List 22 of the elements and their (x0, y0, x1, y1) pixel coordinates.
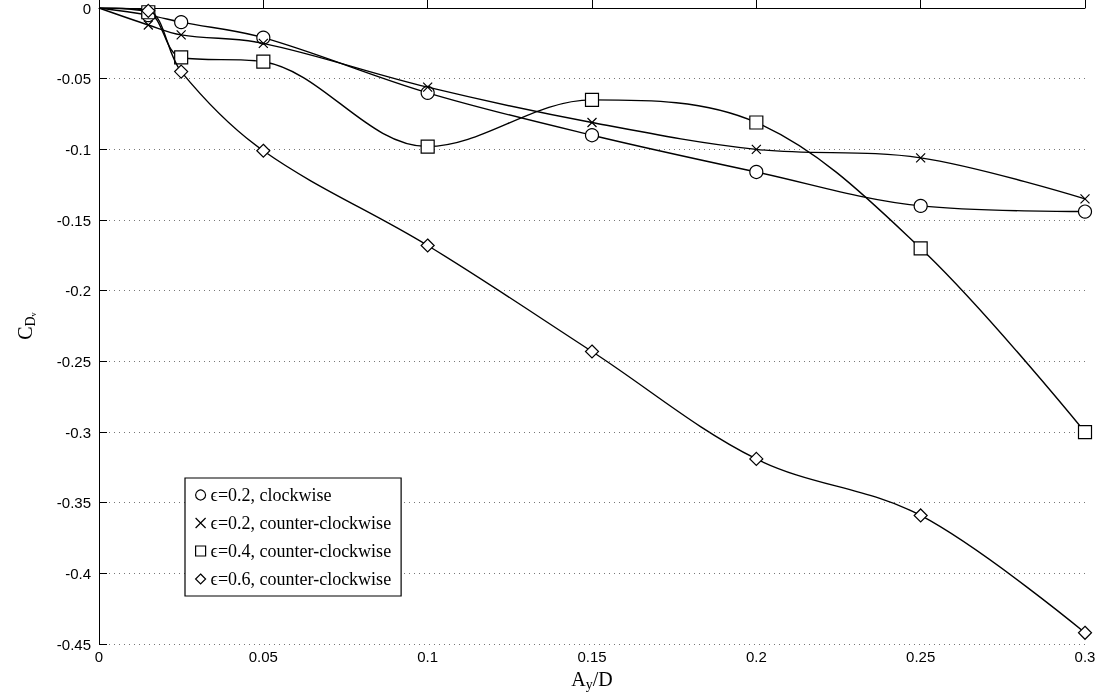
x-tick-label: 0.25 (906, 648, 936, 666)
x-tick-label: 0.2 (745, 648, 767, 666)
legend-label: ϵ=0.4, counter-clockwise (210, 541, 392, 561)
y-axis-title: CDᵥ (14, 311, 38, 340)
x-tick-label: 0.15 (577, 648, 607, 666)
y-tick-label: -0.35 (56, 494, 91, 512)
y-tick-label: -0.45 (56, 635, 91, 653)
y-tick-label: -0.3 (65, 423, 91, 441)
x-tick-label: 0.3 (1074, 648, 1096, 666)
legend-label: ϵ=0.6, counter-clockwise (210, 569, 392, 589)
x-tick-label: 0 (94, 648, 104, 666)
y-tick-label: -0.1 (65, 140, 91, 158)
y-tick-label: 0 (82, 0, 91, 17)
x-tick-label: 0.1 (417, 648, 439, 666)
y-tick-label: -0.4 (65, 564, 91, 582)
x-tick-label: 0.05 (248, 648, 278, 666)
y-tick-label: -0.2 (65, 282, 91, 300)
legend-label: ϵ=0.2, clockwise (210, 485, 332, 505)
y-tick-label: -0.15 (56, 211, 91, 229)
legend-label: ϵ=0.2, counter-clockwise (210, 513, 392, 533)
y-tick-label: -0.25 (56, 352, 91, 370)
y-tick-label: -0.05 (56, 70, 91, 88)
